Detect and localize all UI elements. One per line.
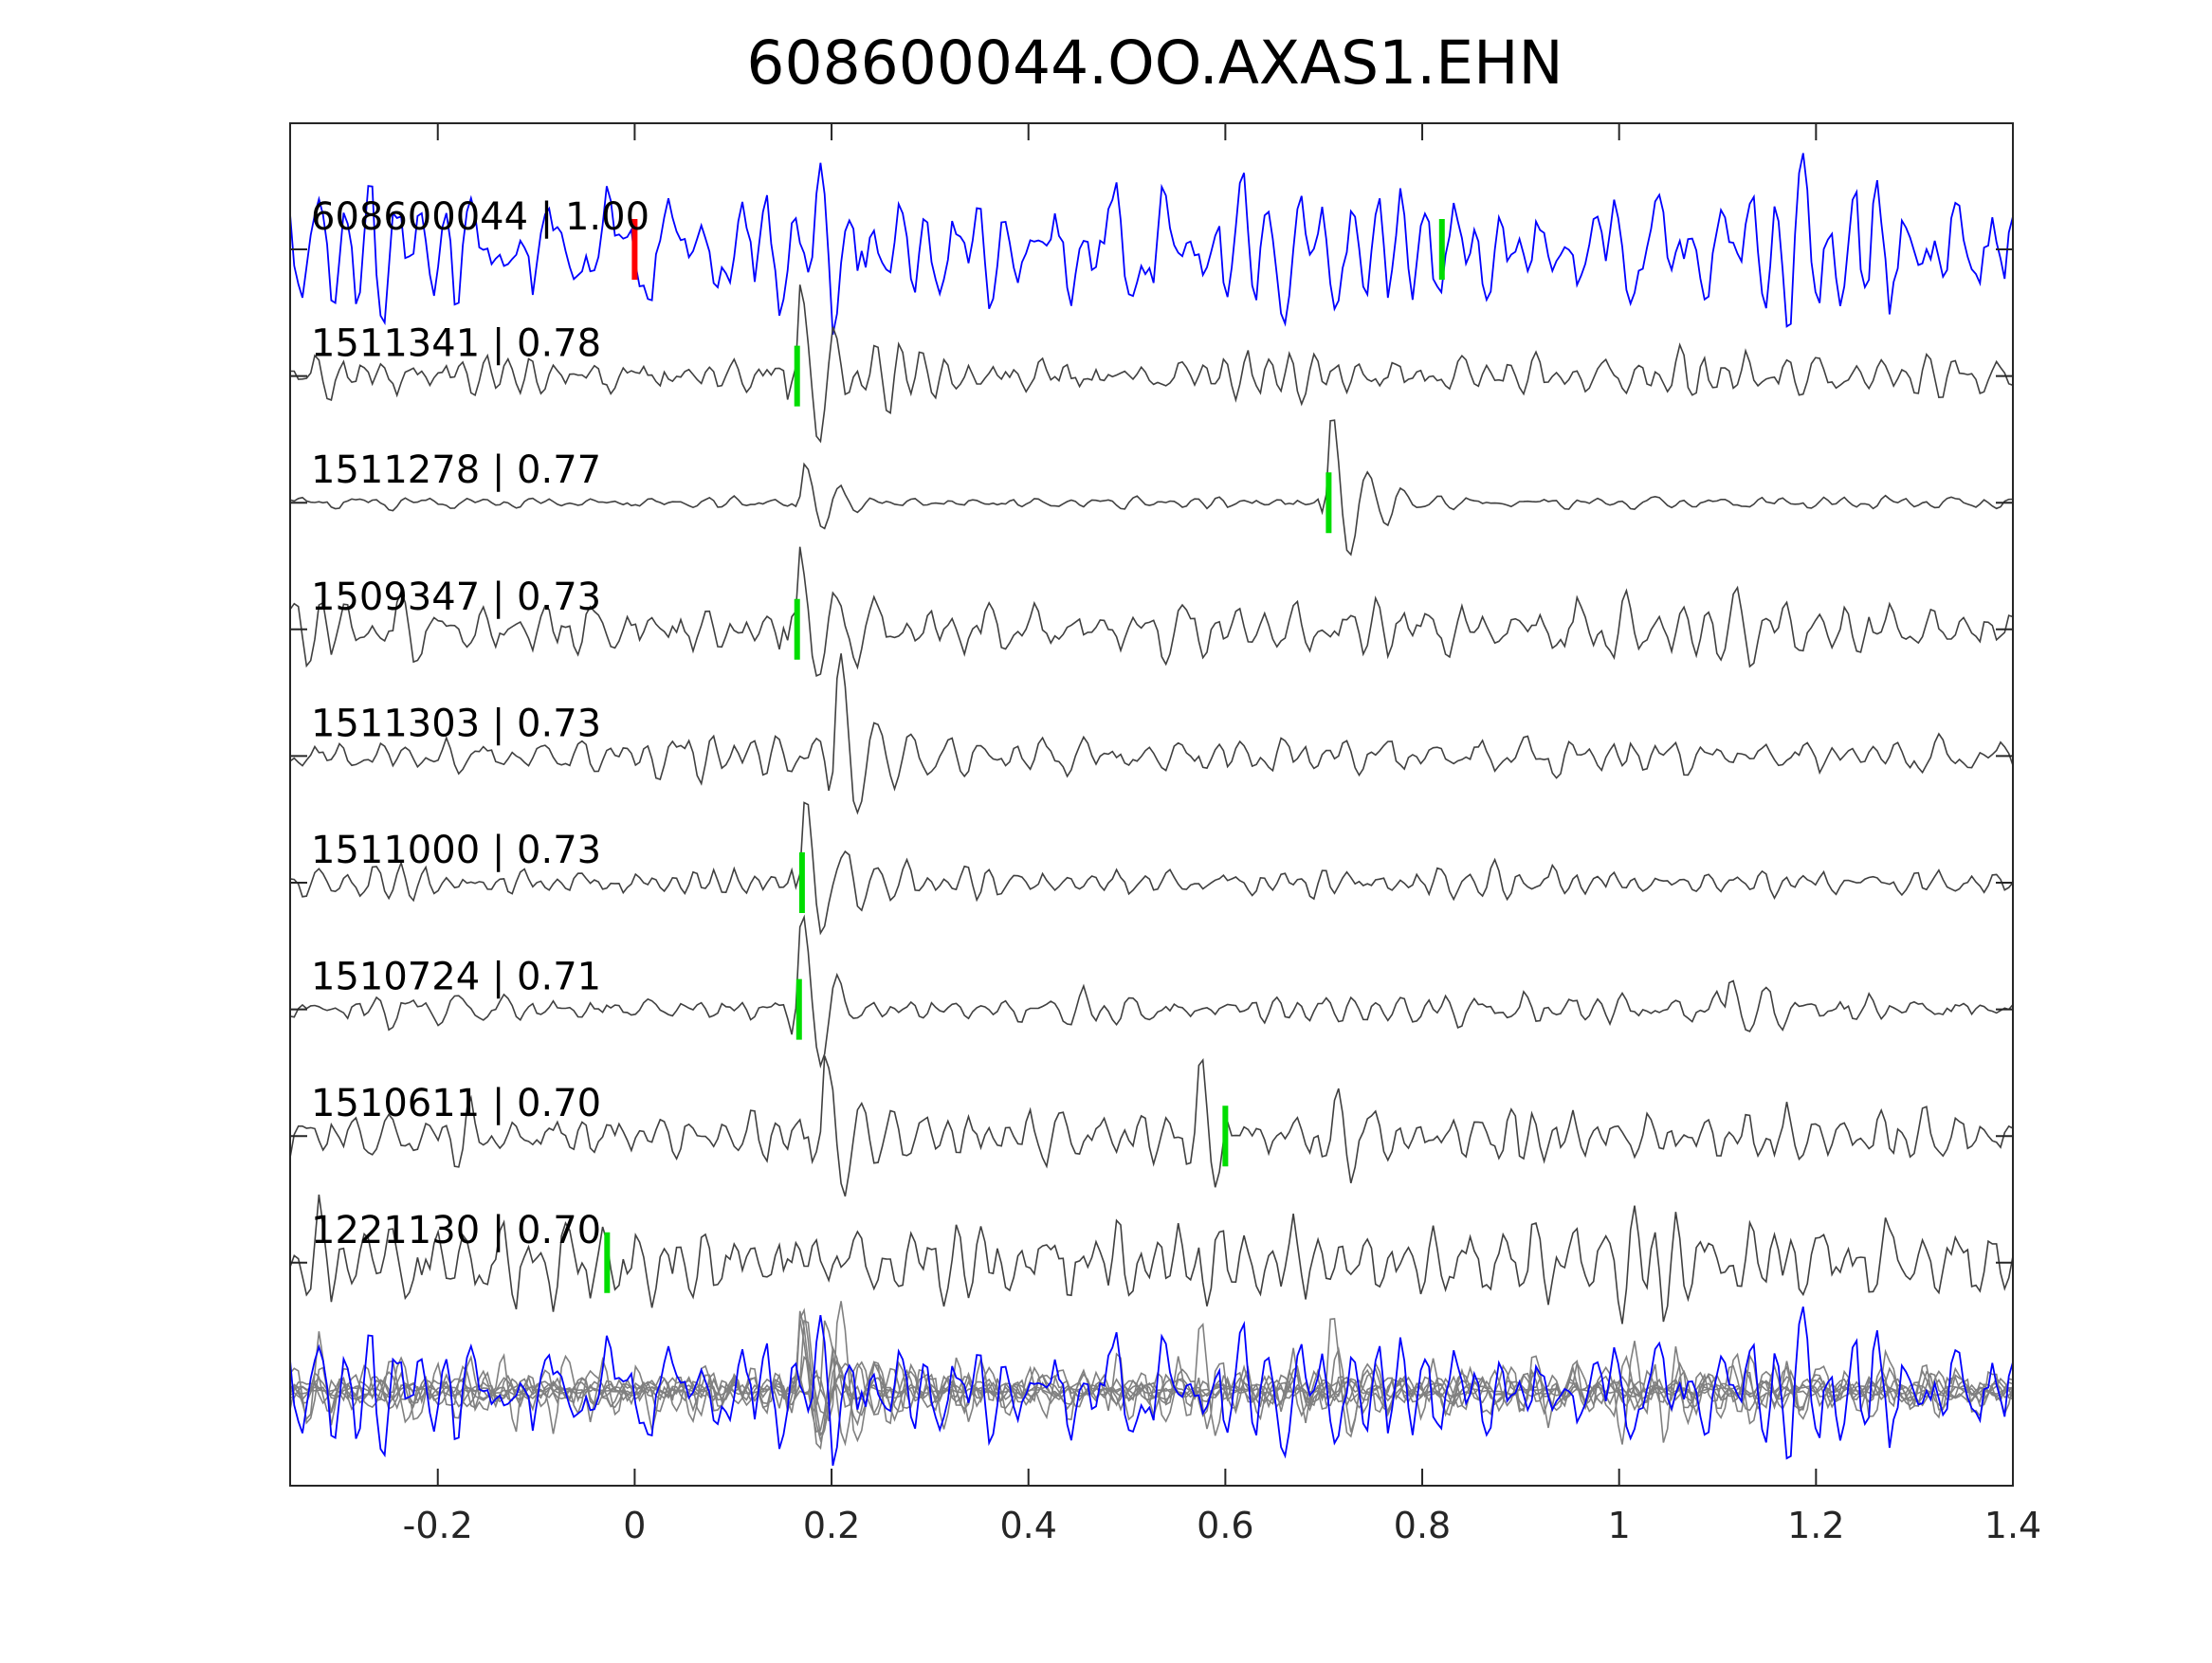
axes-box	[289, 122, 2014, 1487]
trace-label-1511303: 1511303 | 0.73	[311, 702, 601, 745]
y-axis-ticks	[290, 248, 2013, 1264]
stack-overlay-layer	[289, 1301, 2014, 1466]
x-tick-label: 0.4	[999, 1505, 1056, 1546]
x-tick-label: 0.6	[1197, 1505, 1253, 1546]
trace-label-1511278: 1511278 | 0.77	[311, 448, 601, 492]
trace-label-1221130: 1221130 | 0.70	[311, 1209, 601, 1252]
trace-waveform-1511278	[289, 419, 2014, 557]
trace-waveform-1511341	[289, 284, 2014, 444]
chart-title: 608600044.OO.AXAS1.EHN	[746, 28, 1563, 98]
x-tick-label: 1.4	[1984, 1505, 2041, 1546]
x-tick-label: 0.2	[803, 1505, 860, 1546]
trace-label-1511000: 1511000 | 0.73	[311, 829, 601, 872]
trace-waveform-1510724	[289, 914, 2014, 1069]
x-tick-label: 0	[623, 1505, 646, 1546]
x-tick-label: 1	[1608, 1505, 1631, 1546]
trace-waveform-1221130	[289, 1194, 2014, 1325]
x-axis-ticks: -0.2 0 0.2 0.4 0.6 0.8 1 1.2 1.4	[403, 123, 2041, 1546]
trace-waveform-608600044	[289, 153, 2014, 336]
stack-trace-1221130	[289, 1331, 2014, 1445]
x-tick-label: 1.2	[1787, 1505, 1844, 1546]
stack-trace-1510611	[289, 1320, 2014, 1447]
trace-waveform-1509347	[289, 546, 2014, 678]
x-tick-label: -0.2	[403, 1505, 473, 1546]
x-tick-label: 0.8	[1394, 1505, 1451, 1546]
trace-label-1510724: 1510724 | 0.71	[311, 956, 601, 999]
stack-trace-1509347	[289, 1318, 2014, 1434]
trace-labels-layer: 608600044 | 1.00 1511341 | 0.78 1511278 | …	[311, 195, 649, 1252]
trace-waveform-1510611	[289, 1055, 2014, 1197]
trace-label-1510611: 1510611 | 0.70	[311, 1082, 601, 1125]
trace-label-1509347: 1509347 | 0.73	[311, 576, 601, 619]
trace-waveform-1511303	[289, 653, 2014, 815]
traces-layer	[289, 153, 2014, 1325]
trace-label-1511341: 1511341 | 0.78	[311, 322, 601, 366]
stack-trace-master-608600044	[289, 1306, 2014, 1466]
picks-layer	[604, 219, 1445, 1293]
trace-label-608600044: 608600044 | 1.00	[311, 195, 649, 239]
trace-waveform-1511000	[289, 801, 2014, 936]
stack-trace-1511303	[289, 1301, 2014, 1443]
